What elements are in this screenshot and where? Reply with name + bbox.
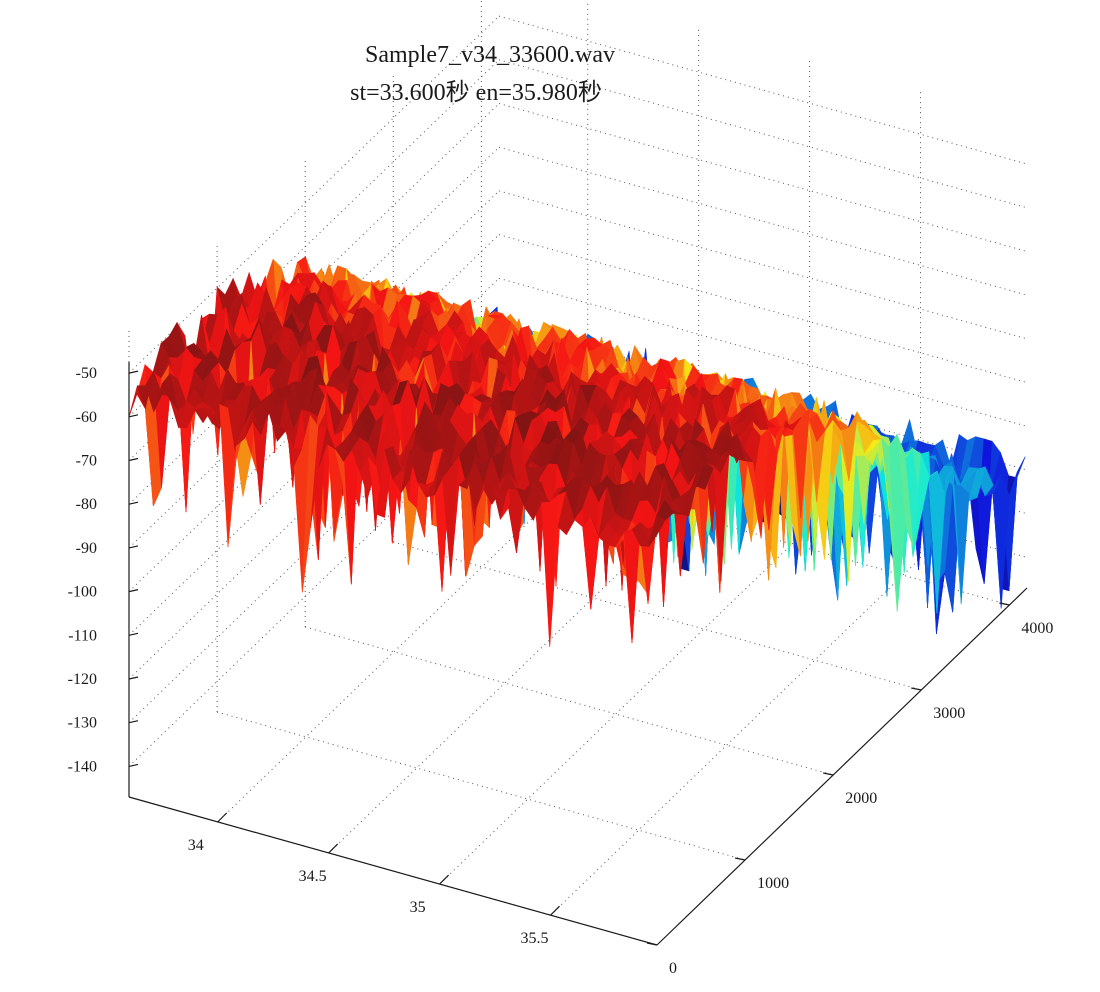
z-tick-label: -100 bbox=[68, 584, 97, 601]
grid-line-side-z8 bbox=[128, 365, 500, 724]
y-tick-label: 3000 bbox=[933, 705, 965, 722]
z-tick-label: -90 bbox=[76, 540, 97, 557]
z-tick-label: -120 bbox=[68, 671, 97, 688]
y-tick-mark bbox=[646, 942, 658, 946]
z-tick-mark bbox=[128, 720, 139, 724]
tick-labels: 34 34.5 35 35.5 0 1000 2000 3000 4000 -50 -60 -70 -8… bbox=[68, 365, 1054, 977]
grid-line-floor-t2 bbox=[439, 526, 810, 885]
grid-line-side-z5 bbox=[128, 234, 500, 592]
surface-patch bbox=[648, 514, 666, 547]
y-axis-line bbox=[656, 587, 1028, 946]
grid-line-back-z4 bbox=[498, 190, 1028, 340]
x-tick-label: 34.5 bbox=[299, 868, 327, 885]
grid-line-floor-f3 bbox=[393, 541, 922, 691]
grid-line-floor-f1 bbox=[216, 711, 746, 861]
grid-line-back-z2 bbox=[498, 103, 1028, 252]
grid-line-side-z0 bbox=[128, 15, 500, 374]
z-tick-label: -110 bbox=[68, 627, 97, 644]
z-tick-label: -70 bbox=[76, 453, 97, 470]
x-tick-label: 35.5 bbox=[521, 930, 549, 947]
z-tick-label: -140 bbox=[68, 758, 97, 775]
z-tick-mark bbox=[128, 632, 139, 636]
z-tick-label: -80 bbox=[76, 496, 97, 513]
y-tick-mark bbox=[823, 772, 834, 776]
x-tick-label: 35 bbox=[410, 899, 426, 916]
y-tick-mark bbox=[999, 602, 1010, 606]
grid-line-side-z3 bbox=[128, 146, 500, 505]
x-tick-mark bbox=[328, 843, 339, 854]
grid-line-side-z7 bbox=[128, 321, 500, 680]
grid-line-floor-f2 bbox=[305, 626, 834, 776]
x-tick-mark bbox=[550, 905, 560, 916]
grid-line-side-z6 bbox=[128, 277, 500, 636]
chart-subtitle: st=33.600秒 en=35.980秒 bbox=[350, 79, 602, 106]
y-tick-mark bbox=[734, 857, 746, 861]
z-tick-mark bbox=[128, 414, 139, 418]
z-tick-label: -50 bbox=[76, 365, 97, 382]
z-tick-mark bbox=[128, 763, 139, 767]
axes bbox=[128, 362, 1028, 946]
x-tick-mark bbox=[217, 812, 228, 823]
chart-title: Sample7_v34_33600.wav bbox=[365, 42, 615, 68]
x-tick-label: 34 bbox=[188, 837, 204, 854]
grid-line-floor-t1 bbox=[328, 495, 700, 854]
y-tick-label: 2000 bbox=[845, 790, 877, 807]
y-tick-label: 1000 bbox=[757, 875, 789, 892]
z-tick-label: -130 bbox=[68, 715, 97, 732]
surface-plot bbox=[128, 256, 1026, 647]
z-tick-mark bbox=[128, 545, 139, 549]
y-tick-label: 4000 bbox=[1021, 620, 1053, 637]
z-tick-mark bbox=[128, 457, 139, 462]
grid-line-side-z4 bbox=[128, 190, 500, 549]
grid-line-floor-t0 bbox=[217, 464, 589, 823]
y-tick-label: 0 bbox=[669, 960, 677, 977]
z-tick-mark bbox=[128, 370, 139, 374]
z-tick-label: -60 bbox=[76, 409, 97, 426]
y-tick-mark bbox=[911, 687, 922, 691]
grid-line-back-z3 bbox=[498, 146, 1028, 296]
z-tick-mark bbox=[128, 501, 139, 505]
z-tick-mark bbox=[128, 589, 139, 593]
grid-line-side-z9 bbox=[128, 409, 500, 767]
z-tick-mark bbox=[128, 676, 139, 680]
x-axis-line bbox=[128, 796, 658, 946]
x-tick-mark bbox=[439, 874, 450, 885]
grid-line-floor-t3 bbox=[550, 557, 921, 916]
